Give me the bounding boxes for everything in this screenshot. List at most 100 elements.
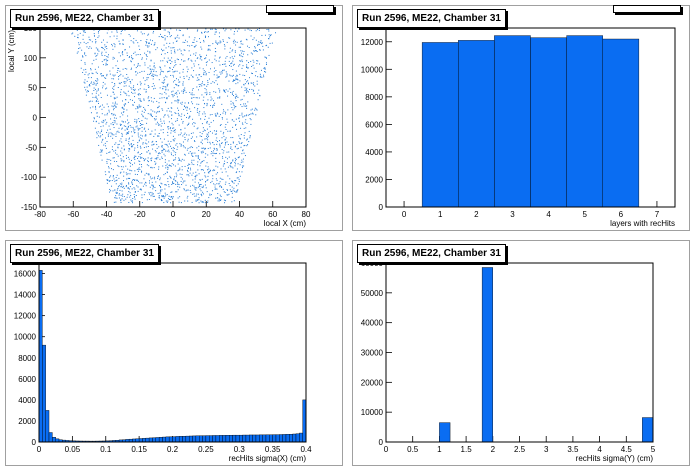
scatter-point <box>201 133 203 135</box>
scatter-point <box>246 138 248 140</box>
scatter-point <box>266 44 268 46</box>
scatter-point <box>174 70 176 72</box>
scatter-point <box>140 100 142 102</box>
scatter-point <box>108 171 110 173</box>
scatter-point <box>108 152 110 154</box>
scatter-point <box>126 109 128 111</box>
scatter-point <box>257 92 259 94</box>
scatter-point <box>184 102 186 104</box>
scatter-point <box>212 152 214 154</box>
scatter-point <box>202 73 204 75</box>
scatter-point <box>230 143 232 145</box>
scatter-point <box>218 140 220 142</box>
scatter-point <box>113 88 115 90</box>
scatter-point <box>228 80 230 82</box>
scatter-point <box>131 181 133 183</box>
scatter-point <box>150 113 152 115</box>
scatter-point <box>161 48 163 50</box>
scatter-point <box>149 73 151 75</box>
scatter-point <box>104 142 106 144</box>
scatter-point <box>123 111 125 113</box>
scatter-point <box>223 44 225 46</box>
scatter-point <box>258 43 260 45</box>
scatter-point <box>132 145 134 147</box>
scatter-point <box>177 197 179 199</box>
scatter-point <box>179 81 181 83</box>
scatter-point <box>113 97 115 99</box>
scatter-points <box>71 28 277 204</box>
scatter-point <box>189 172 191 174</box>
scatter-point <box>203 31 205 33</box>
scatter-point <box>219 194 221 196</box>
scatter-point <box>201 169 203 171</box>
scatter-point <box>227 194 229 196</box>
scatter-point <box>220 186 222 188</box>
scatter-point <box>110 168 112 170</box>
scatter-point <box>126 52 128 54</box>
scatter-point <box>165 184 167 186</box>
scatter-point <box>135 155 137 157</box>
scatter-point <box>113 43 115 45</box>
scatter-point <box>143 178 145 180</box>
scatter-point <box>152 188 154 190</box>
scatter-point <box>198 114 200 116</box>
scatter-point <box>174 65 176 67</box>
scatter-point <box>85 94 87 96</box>
scatter-point <box>164 79 166 81</box>
scatter-point <box>129 161 131 163</box>
scatter-point <box>195 175 197 177</box>
scatter-point <box>131 55 133 57</box>
scatter-point <box>134 162 136 164</box>
scatter-point <box>124 29 126 31</box>
scatter-point <box>171 163 173 165</box>
scatter-point <box>221 117 223 119</box>
scatter-point <box>247 62 249 64</box>
scatter-point <box>193 185 195 187</box>
scatter-point <box>216 149 218 151</box>
scatter-point <box>128 148 130 150</box>
scatter-point <box>144 174 146 176</box>
scatter-point <box>236 191 238 193</box>
scatter-point <box>224 202 226 204</box>
scatter-point <box>90 39 92 41</box>
scatter-point <box>175 191 177 193</box>
bar <box>209 435 213 443</box>
scatter-point <box>120 202 122 204</box>
scatter-point <box>254 107 256 109</box>
scatter-point <box>113 93 115 95</box>
scatter-point <box>116 60 118 62</box>
scatter-point <box>216 183 218 185</box>
scatter-point <box>186 124 188 126</box>
bar <box>252 434 257 443</box>
scatter-point <box>230 29 232 31</box>
scatter-point <box>224 191 226 193</box>
scatter-point <box>118 177 120 179</box>
scatter-point <box>90 82 92 84</box>
scatter-point <box>158 132 160 134</box>
scatter-point <box>232 189 234 191</box>
scatter-point <box>133 187 135 189</box>
scatter-point <box>163 120 165 122</box>
scatter-point <box>150 191 152 193</box>
scatter-point <box>114 74 116 76</box>
scatter-point <box>247 91 249 93</box>
scatter-point <box>223 150 225 152</box>
scatter-point <box>170 191 172 193</box>
scatter-point <box>116 192 118 194</box>
scatter-point <box>232 141 234 143</box>
scatter-point <box>168 151 170 153</box>
scatter-point <box>163 116 165 118</box>
scatter-point <box>162 132 164 134</box>
scatter-point <box>161 50 163 52</box>
scatter-point <box>100 92 102 94</box>
scatter-point <box>158 175 160 177</box>
scatter-point <box>241 122 243 124</box>
scatter-point <box>225 28 227 30</box>
scatter-point <box>104 83 106 85</box>
scatter-point <box>142 116 144 118</box>
scatter-point <box>93 87 95 89</box>
scatter-point <box>137 146 139 148</box>
scatter-point <box>170 118 172 120</box>
scatter-point <box>93 120 95 122</box>
scatter-point <box>160 118 162 120</box>
